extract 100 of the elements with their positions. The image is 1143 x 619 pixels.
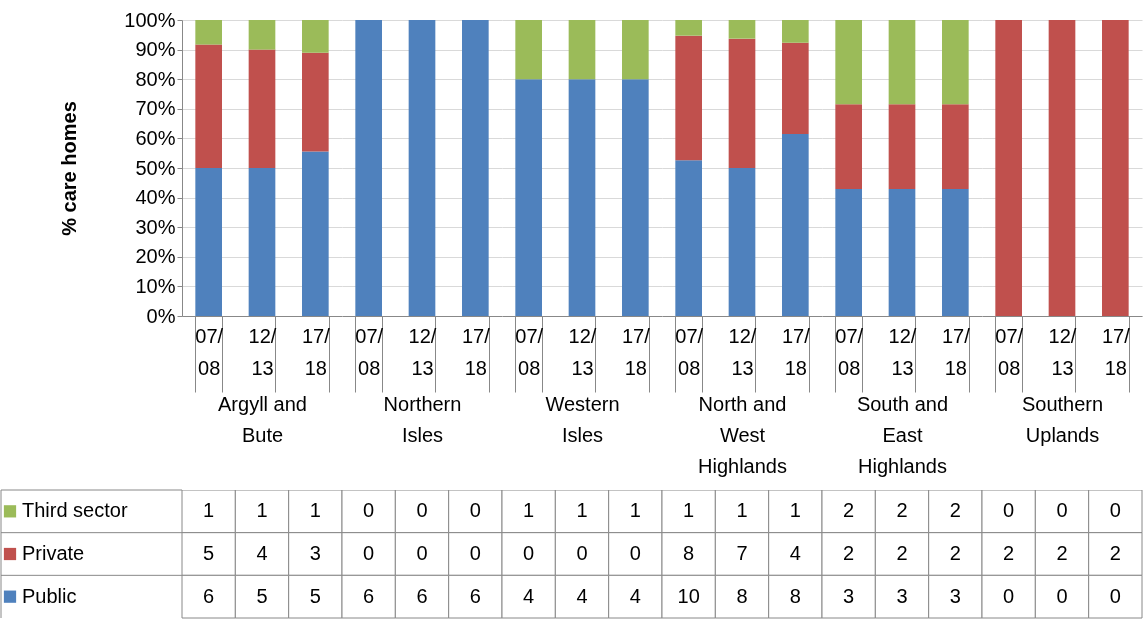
- bar: [728, 20, 756, 39]
- x-tick-label: 12/13: [408, 324, 437, 379]
- bar: [248, 49, 276, 168]
- x-tick-label: 07/08: [995, 324, 1024, 379]
- data-label: 0: [363, 499, 375, 522]
- data-label: 2: [843, 542, 855, 564]
- data-label: 4: [523, 584, 535, 607]
- data-label: 6: [416, 584, 428, 607]
- x-axis-title: South and East Highlands: [856, 393, 949, 477]
- x-axis-title: Argyll and Bute: [218, 393, 307, 446]
- data-label: 0: [576, 542, 588, 564]
- bar: [675, 35, 702, 161]
- data-label: 10: [677, 584, 700, 607]
- data-label: 3: [309, 542, 321, 564]
- data-label: 0: [1056, 584, 1068, 607]
- data-label: 0: [1056, 499, 1068, 522]
- y-axis-title: % care homes: [58, 101, 81, 236]
- data-label: 4: [629, 584, 641, 607]
- bar: [302, 52, 329, 152]
- bar: [302, 20, 329, 53]
- bar: [782, 20, 809, 43]
- data-label: 4: [256, 542, 268, 564]
- data-label: 2: [1109, 542, 1121, 564]
- x-tick-label: 17/18: [941, 324, 971, 379]
- x-tick-label: 17/18: [781, 324, 811, 379]
- data-label: 0: [416, 542, 428, 564]
- x-axis-title: North and West Highlands: [698, 393, 787, 477]
- x-axis-title: Southern Uplands: [1021, 393, 1104, 446]
- data-label: 8: [736, 584, 748, 607]
- bar: [675, 20, 702, 36]
- data-label: 0: [469, 499, 481, 522]
- bar: [728, 168, 756, 316]
- data-label: 1: [736, 499, 748, 522]
- bar: [728, 38, 756, 168]
- data-label: 0: [523, 542, 535, 564]
- data-label: 1: [523, 499, 535, 522]
- data-label: 8: [789, 584, 801, 607]
- bar: [302, 151, 329, 316]
- data-label: 0: [1109, 499, 1121, 522]
- x-axis-title: Western Isles: [545, 393, 620, 446]
- data-label: 7: [736, 542, 748, 564]
- bar: [248, 20, 276, 50]
- data-label: 1: [629, 499, 641, 522]
- data-label: 5: [203, 542, 215, 564]
- data-label: 3: [949, 584, 961, 607]
- data-label: 1: [309, 499, 321, 522]
- legend-label: Public: [22, 584, 77, 607]
- x-tick-label: 17/18: [1101, 324, 1131, 379]
- x-tick-label: 12/13: [1048, 324, 1077, 379]
- y-tick-label: 100%: [124, 8, 176, 31]
- data-label: 2: [949, 499, 961, 522]
- x-tick-label: 17/18: [461, 324, 491, 379]
- bar: [675, 160, 702, 316]
- data-label: 1: [203, 499, 215, 522]
- data-label: 2: [1003, 542, 1015, 564]
- y-tick-label: 0%: [146, 304, 176, 327]
- data-label: 2: [843, 499, 855, 522]
- x-tick-label: 07/08: [675, 324, 704, 379]
- data-label: 1: [789, 499, 801, 522]
- data-label: 6: [469, 584, 481, 607]
- y-tick-label: 60%: [135, 126, 176, 149]
- data-label: 5: [256, 584, 268, 607]
- x-tick-label: 12/13: [248, 324, 277, 379]
- data-label: 0: [1003, 584, 1015, 607]
- data-label: 0: [1003, 499, 1015, 522]
- x-tick-label: 07/08: [515, 324, 544, 379]
- y-tick-label: 80%: [135, 67, 176, 90]
- bar: [195, 168, 222, 316]
- x-tick-label: 12/13: [568, 324, 597, 379]
- x-tick-label: 07/08: [835, 324, 864, 379]
- data-label: 5: [309, 584, 321, 607]
- legend-label: Third sector: [22, 499, 128, 522]
- x-tick-label: 07/08: [355, 324, 384, 379]
- legend-label: Private: [22, 542, 85, 564]
- data-label: 0: [1109, 584, 1121, 607]
- x-tick-label: 12/13: [888, 324, 917, 379]
- data-label: 0: [469, 542, 481, 564]
- y-tick-label: 50%: [135, 156, 176, 179]
- data-label: 0: [416, 499, 428, 522]
- bar: [248, 168, 276, 316]
- y-tick-label: 30%: [135, 215, 176, 238]
- x-axis-title: Northern Isles: [383, 393, 462, 446]
- y-tick-label: 10%: [135, 274, 176, 297]
- data-label: 0: [363, 542, 375, 564]
- bar: [782, 133, 809, 316]
- y-tick-label: 20%: [135, 245, 176, 268]
- data-label: 4: [576, 584, 588, 607]
- data-label: 8: [683, 542, 695, 564]
- y-tick-label: 40%: [135, 186, 176, 209]
- data-label: 6: [363, 584, 375, 607]
- y-tick-label: 70%: [135, 97, 176, 120]
- data-label: 6: [203, 584, 215, 607]
- data-label: 1: [683, 499, 695, 522]
- data-label: 3: [843, 584, 855, 607]
- data-label: 0: [629, 542, 641, 564]
- data-label: 1: [256, 499, 268, 522]
- data-label: 2: [896, 499, 908, 522]
- y-tick-label: 90%: [135, 38, 176, 61]
- x-tick-label: 07/08: [195, 324, 224, 379]
- data-label: 3: [896, 584, 908, 607]
